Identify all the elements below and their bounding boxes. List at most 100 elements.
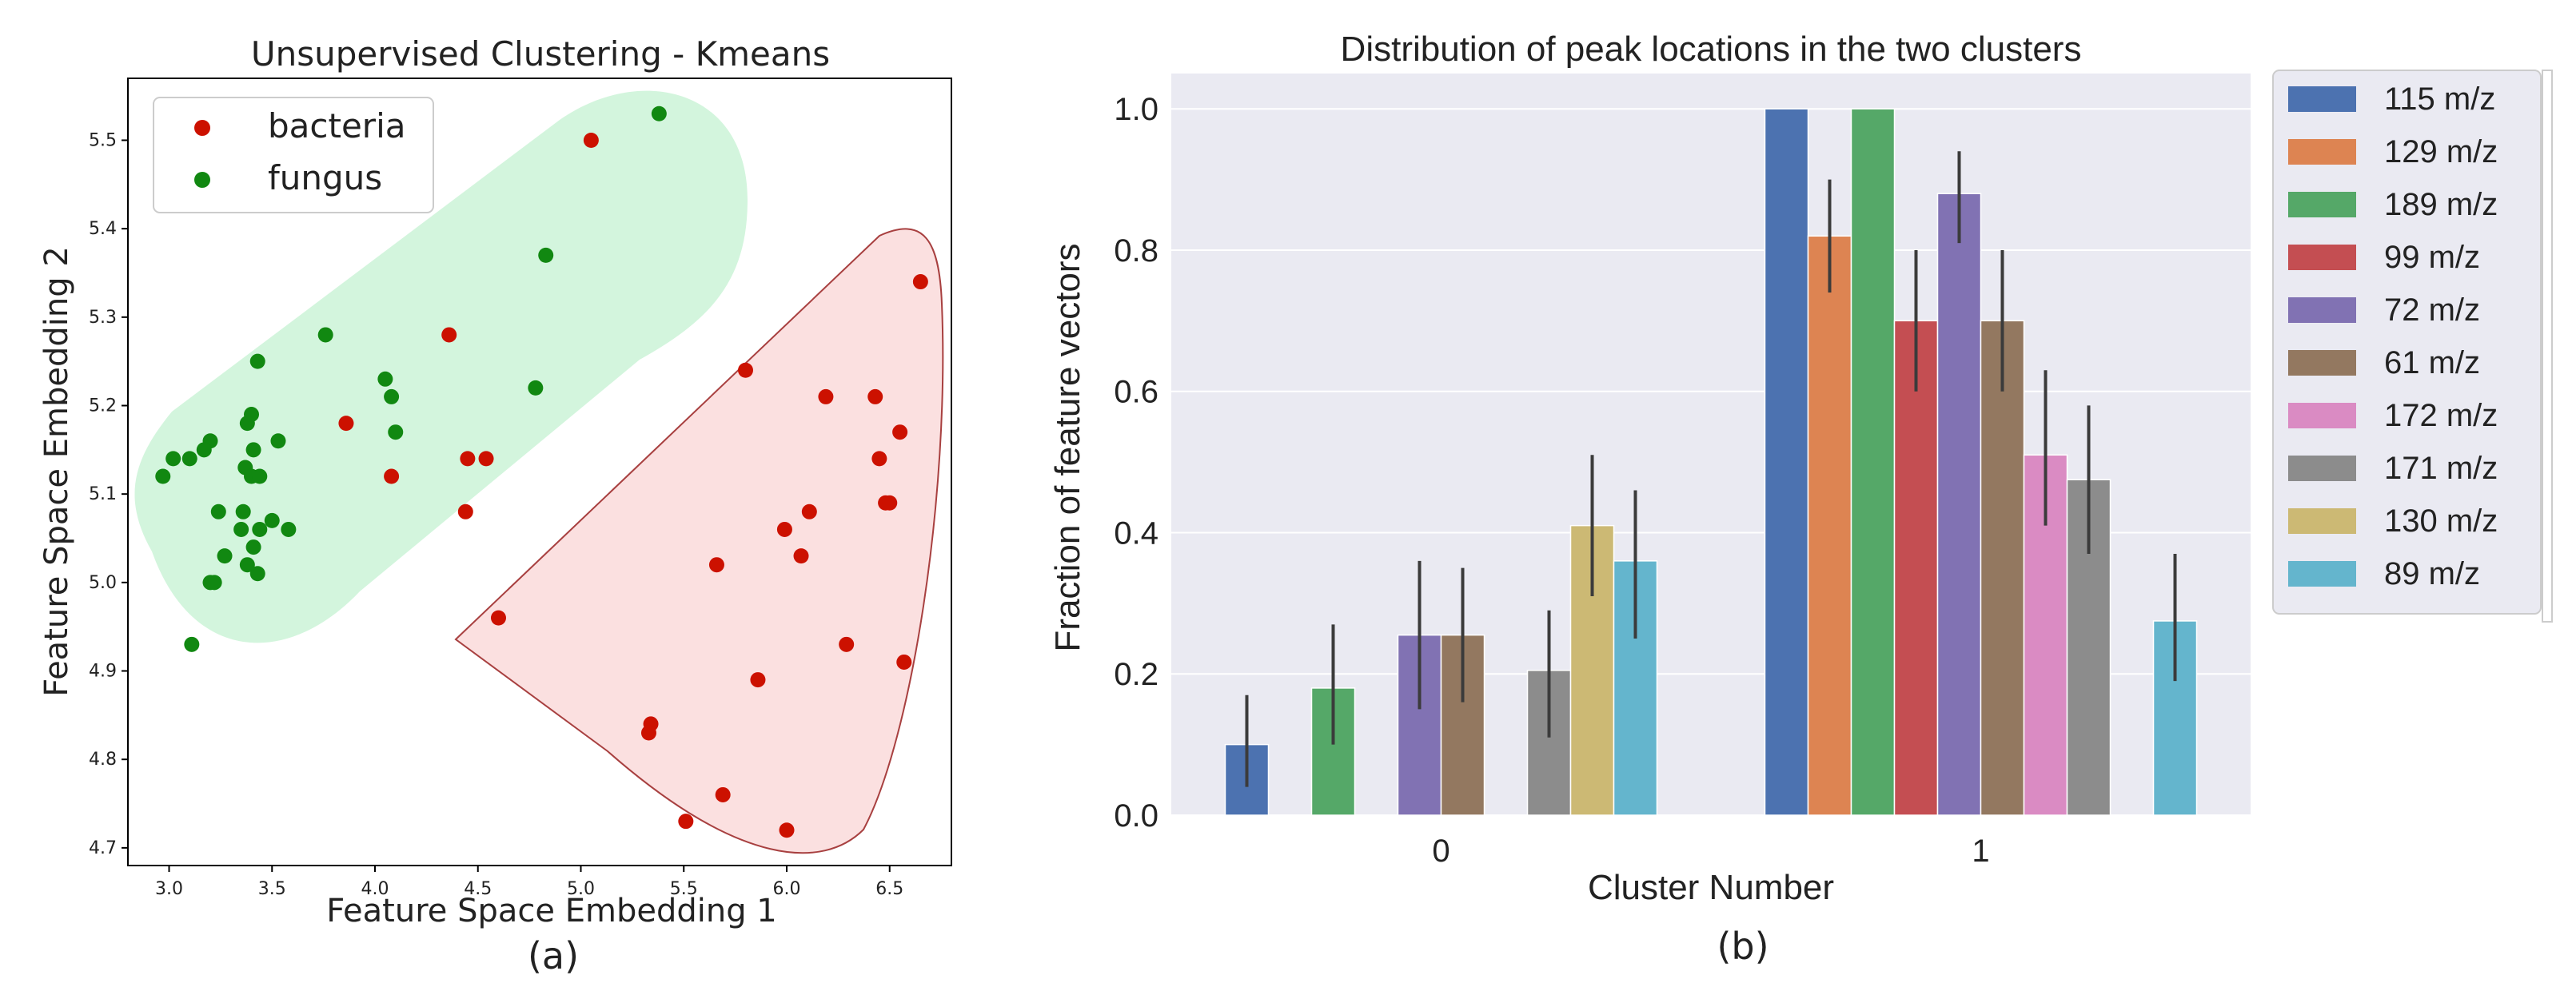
scatter-point-bacteria [896,654,912,670]
panel-label-b: (b) [1717,925,1769,968]
bar-y-tick-label: 0.2 [1114,657,1158,692]
scatter-point-fungus [196,442,212,458]
bar-y-tick-label: 0.6 [1114,375,1158,410]
scatter-x-tick-label: 6.5 [875,879,903,899]
scatter-y-tick-label: 4.9 [89,662,117,682]
bacteria-cluster-region [454,228,944,854]
scatter-point-bacteria [338,416,354,432]
legend-marker-fungus [194,172,210,188]
scatter-point-bacteria [867,388,883,404]
scatter-point-bacteria [818,388,834,404]
bar-ticks: 0.0 0.2 0.4 0.6 0.8 1.0 0 1 [1114,92,1989,869]
legend-marker-bacteria [194,120,210,136]
legend-label-99-m-z: 99 m/z [2384,240,2480,275]
scatter-y-tick-label: 5.1 [89,484,117,504]
legend-swatch-130-m-z [2288,508,2356,534]
bar-y-label: Fraction of feature vectors [1048,243,1087,651]
bar-129-m-z-cluster-1 [1807,235,1852,816]
scatter-y-tick-label: 4.7 [89,838,117,858]
legend-swatch-129-m-z [2288,139,2356,165]
scatter-point-bacteria [882,495,898,511]
scatter-point-bacteria [715,786,731,802]
scatter-x-tick-label: 3.5 [258,879,286,899]
scatter-point-bacteria [583,132,599,148]
legend-label-72-m-z: 72 m/z [2384,293,2480,328]
scatter-legend: bacteria fungus [153,97,434,213]
scatter-point-fungus [217,548,233,564]
scatter-point-bacteria [384,468,400,484]
bar-marks [1224,108,2198,816]
scatter-point-bacteria [678,814,694,830]
scatter-point-fungus [388,424,404,440]
legend-label-130-m-z: 130 m/z [2384,503,2498,539]
scatter-point-fungus [651,105,667,121]
scatter-point-fungus [281,521,297,537]
bar-72-m-z-cluster-1 [1936,193,1982,816]
scatter-point-fungus [252,521,268,537]
scatter-legend-box [153,97,434,213]
scatter-y-tick-label: 4.8 [89,750,117,770]
scatter-point-bacteria [640,725,656,741]
legend-swatch-189-m-z [2288,192,2356,217]
bar-y-tick-label: 1.0 [1114,92,1158,127]
scatter-point-fungus [528,380,544,396]
panel-label-a: (a) [528,934,579,977]
scatter-y-tick-label: 5.4 [89,219,117,239]
scatter-point-fungus [538,247,554,263]
bar-y-tick-label: 0.8 [1114,233,1158,269]
scatter-title: Unsupervised Clustering - Kmeans [251,34,830,74]
legend-label-129-m-z: 129 m/z [2384,134,2498,169]
scatter-point-bacteria [750,672,766,688]
scatter-x-tick-label: 5.0 [567,879,595,899]
legend-swatch-115-m-z [2288,86,2356,112]
bar-189-m-z-cluster-1 [1850,108,1896,816]
scatter-point-bacteria [892,424,908,440]
scatter-x-tick-label: 3.0 [155,879,183,899]
scatter-point-fungus [155,468,171,484]
scatter-point-fungus [233,521,249,537]
bar-x-tick-label: 1 [1972,834,1989,869]
legend-swatch-61-m-z [2288,350,2356,376]
legend-label-61-m-z: 61 m/z [2384,345,2480,380]
scatter-point-bacteria [441,327,457,343]
scatter-x-tick-label: 6.0 [773,879,801,899]
scatter-y-label: Feature Space Embedding 2 [38,246,75,697]
bar-legend-frame [2542,70,2553,623]
scatter-point-fungus [252,468,268,484]
scatter-y-tick-label: 5.0 [89,573,117,593]
scatter-point-fungus [245,539,261,555]
scatter-panel: Unsupervised Clustering - Kmeans 3.0 3.5 4… [38,34,952,977]
scatter-point-bacteria [460,451,476,467]
scatter-x-tick-label: 4.5 [464,879,492,899]
scatter-point-fungus [239,557,255,573]
scatter-point-bacteria [491,610,506,626]
scatter-point-bacteria [738,362,753,378]
scatter-point-fungus [239,416,255,432]
bar-115-m-z-cluster-1 [1764,108,1809,816]
scatter-y-tick-label: 5.3 [89,308,117,328]
scatter-point-fungus [184,636,200,652]
legend-swatch-89-m-z [2288,561,2356,587]
scatter-y-tick-label: 5.2 [89,396,117,416]
scatter-x-tick-label: 5.5 [670,879,698,899]
scatter-point-fungus [206,575,222,591]
legend-label-fungus: fungus [268,158,382,197]
scatter-point-bacteria [801,503,817,519]
bar-panel: Distribution of peak locations in the tw… [1048,30,2553,968]
scatter-point-fungus [165,451,181,467]
scatter-point-fungus [245,442,261,458]
scatter-point-bacteria [839,636,855,652]
bar-x-tick-label: 0 [1432,834,1449,869]
scatter-x-label: Feature Space Embedding 1 [326,893,777,929]
scatter-point-bacteria [912,274,928,290]
bar-x-label: Cluster Number [1588,868,1834,907]
scatter-point-fungus [249,353,265,369]
fungus-cluster-region [134,90,748,643]
scatter-x-tick-label: 4.0 [361,879,389,899]
scatter-point-bacteria [708,557,724,573]
legend-swatch-72-m-z [2288,297,2356,323]
legend-label-189-m-z: 189 m/z [2384,187,2498,222]
bar-title: Distribution of peak locations in the tw… [1341,30,2082,69]
legend-label-bacteria: bacteria [268,106,405,145]
